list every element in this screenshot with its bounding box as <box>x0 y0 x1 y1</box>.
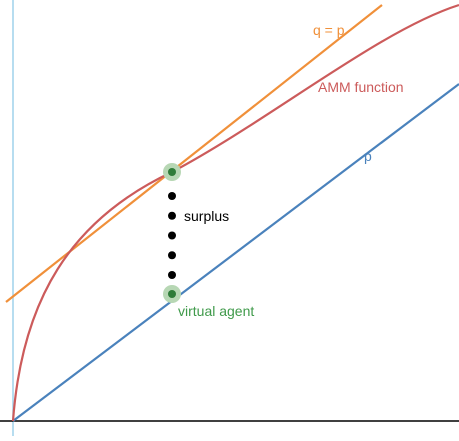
p-line <box>12 83 459 422</box>
tangent-line-q-equals-p <box>5 4 383 303</box>
tangent-label: q = p <box>313 22 345 38</box>
amm-function-curve <box>11 3 459 422</box>
surplus-dot <box>168 251 176 260</box>
virtual-agent-label: virtual agent <box>178 303 254 319</box>
surplus-label: surplus <box>184 208 229 224</box>
surplus-dot <box>168 192 176 200</box>
virtual-agent-point-marker <box>163 285 181 303</box>
surplus-dots <box>168 192 176 279</box>
tangent-point-marker <box>163 163 181 181</box>
surplus-dot <box>168 271 176 279</box>
surplus-dot <box>168 211 176 220</box>
amm-function-label: AMM function <box>318 79 404 95</box>
surplus-dot <box>168 231 176 240</box>
p-line-label: p <box>364 148 372 164</box>
